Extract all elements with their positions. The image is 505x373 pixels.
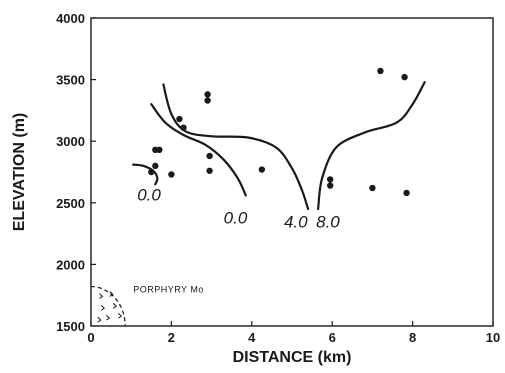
x-tick-label: 0 (87, 330, 94, 345)
data-point (326, 182, 334, 189)
data-point (403, 189, 410, 197)
porphyry-hatch (117, 312, 123, 319)
y-tick-label: 1500 (56, 319, 85, 334)
y-tick-label: 2500 (56, 196, 85, 211)
data-point (204, 97, 211, 104)
data-point (176, 115, 183, 123)
data-point (377, 67, 384, 75)
porphyry-hatch (99, 293, 104, 299)
contour-label: 8.0 (316, 212, 340, 231)
porphyry-hatch (100, 304, 106, 311)
porphyry-body (90, 285, 126, 327)
plot-frame (90, 17, 494, 327)
contour-line (317, 81, 426, 211)
porphyry-outline (90, 285, 126, 327)
data-point (206, 167, 213, 174)
x-tick-label: 4 (248, 330, 256, 345)
y-tick-label: 3500 (56, 73, 85, 88)
data-point (168, 171, 175, 178)
contour-lines (132, 81, 426, 211)
x-tick-label: 10 (486, 330, 500, 345)
porphyry-hatch (109, 291, 114, 297)
data-point (206, 152, 213, 160)
data-point (326, 176, 334, 183)
data-point (204, 91, 211, 98)
porphyry-hatch (112, 302, 117, 309)
porphyry-hatch (97, 316, 102, 323)
contour-labels: 0.0 0.0 4.0 8.0 (137, 185, 340, 231)
data-point (180, 124, 187, 131)
x-tick-label: 8 (409, 330, 416, 345)
data-point (156, 146, 163, 154)
contour-line (162, 83, 310, 211)
contour-label: 0.0 (137, 185, 161, 204)
y-tick-label: 4000 (56, 11, 85, 26)
data-point (401, 73, 408, 81)
data-point (152, 162, 159, 170)
data-point (369, 184, 376, 192)
y-tick-label: 2000 (56, 257, 85, 272)
axis-ticks: 0 2 4 6 8 10 1500 2000 2500 3000 3500 4000 (56, 11, 500, 345)
contour-label: 0.0 (224, 209, 248, 228)
x-axis-title: DISTANCE (km) (233, 349, 352, 366)
data-point (148, 168, 155, 176)
data-point (258, 166, 266, 173)
data-points (148, 67, 410, 197)
porphyry-hatch (106, 314, 111, 321)
porphyry-annotation: PORPHYRY Mo (133, 285, 204, 295)
x-tick-label: 2 (168, 330, 175, 345)
y-axis-title: ELEVATION (m) (11, 113, 28, 232)
y-tick-label: 3000 (56, 134, 85, 149)
x-tick-label: 6 (329, 330, 336, 345)
contour-label: 4.0 (284, 212, 308, 231)
contour-line (150, 103, 247, 197)
